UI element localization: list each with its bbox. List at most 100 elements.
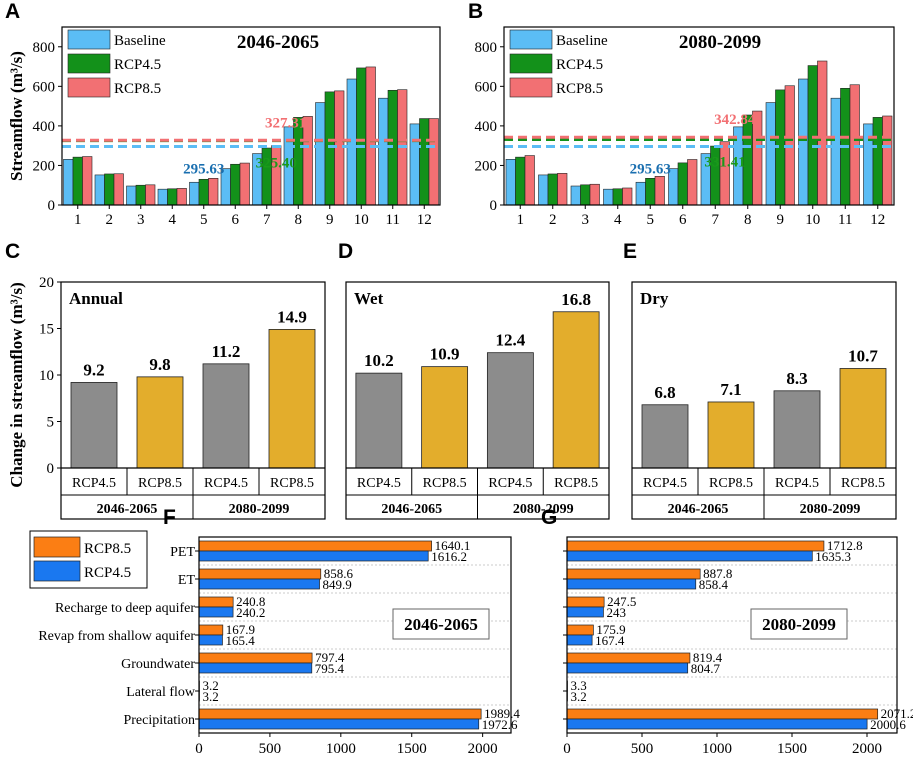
bar-baseline xyxy=(538,174,549,206)
legend-swatch xyxy=(33,560,81,582)
bar-value-label: 858.4 xyxy=(699,577,729,592)
panel-title: Dry xyxy=(640,289,669,308)
bar-rcp45 xyxy=(566,606,604,618)
bar-rcp45 xyxy=(566,550,813,562)
x-tick-label: 12 xyxy=(417,212,432,228)
bar-rcp45 xyxy=(872,117,883,206)
bar-rcp45 xyxy=(104,173,115,206)
bar-rcp85 xyxy=(239,162,250,206)
bar-value-label: 804.7 xyxy=(691,661,721,676)
bar-rcp85 xyxy=(268,329,316,469)
bar-rcp45 xyxy=(70,382,118,469)
x-tick-label: 1500 xyxy=(777,741,807,757)
bar-rcp85 xyxy=(198,540,432,552)
x-tick-label: 0 xyxy=(563,741,571,757)
x-tick-label: 4 xyxy=(169,212,177,228)
legend-label: RCP8.5 xyxy=(114,81,161,97)
bar-value-label: 1616.2 xyxy=(431,549,467,564)
bar-rcp85 xyxy=(557,173,568,206)
bar-rcp45 xyxy=(167,188,178,206)
y-tick-label: 600 xyxy=(33,79,56,95)
y-tick-label: 10 xyxy=(39,368,54,384)
bar-value-label: 849.9 xyxy=(323,577,352,592)
category-label: RCP4.5 xyxy=(643,476,687,491)
plot-frame xyxy=(198,536,512,734)
category-label: RCP8.5 xyxy=(423,476,467,491)
legend-swatch xyxy=(33,536,81,558)
bar-rcp85 xyxy=(719,141,730,206)
bar-rcp45 xyxy=(135,184,146,206)
y-tick-label: 400 xyxy=(33,119,56,135)
bar-rcp45 xyxy=(566,662,689,674)
group-label: 2080-2099 xyxy=(513,502,574,517)
bar-rcp45 xyxy=(612,188,623,206)
bar-rcp85 xyxy=(136,376,184,469)
bar-baseline xyxy=(189,181,200,206)
category-label: Groundwater xyxy=(121,657,195,672)
legend-swatch xyxy=(509,77,553,98)
bar-rcp45 xyxy=(198,718,480,730)
category-label: PET xyxy=(170,545,195,560)
bar-rcp45 xyxy=(566,578,697,590)
bar-value-label: 795.4 xyxy=(315,661,345,676)
category-label: RCP4.5 xyxy=(488,476,532,491)
bar-rcp85 xyxy=(622,187,633,206)
category-label: Recharge to deep aquifer xyxy=(55,601,195,616)
bar-rcp45 xyxy=(72,156,83,206)
bar-baseline xyxy=(830,97,841,206)
chart-title: 2046-2065 xyxy=(237,32,319,53)
legend-label: RCP4.5 xyxy=(556,57,603,73)
bar-baseline xyxy=(126,185,137,206)
bar-value-label: 167.4 xyxy=(595,633,625,648)
x-tick-label: 9 xyxy=(326,212,334,228)
bar-rcp85 xyxy=(882,115,893,206)
x-tick-label: 500 xyxy=(631,741,654,757)
bar-rcp85 xyxy=(687,159,698,206)
bar-rcp85 xyxy=(208,178,219,206)
bar-rcp85 xyxy=(198,652,313,664)
x-tick-label: 1000 xyxy=(702,741,732,757)
bar-value-label: 1972.6 xyxy=(482,717,518,732)
bar-baseline xyxy=(409,123,420,206)
x-tick-label: 5 xyxy=(200,212,208,228)
bar-value-label: 12.4 xyxy=(496,331,526,350)
plot-frame xyxy=(503,26,895,206)
x-tick-label: 10 xyxy=(354,212,369,228)
mean-label-rcp45: 331.41 xyxy=(704,154,745,170)
bar-rcp85 xyxy=(552,311,600,469)
bar-value-label: 10.7 xyxy=(848,346,878,365)
y-tick-label: 400 xyxy=(475,119,498,135)
x-tick-label: 8 xyxy=(744,212,752,228)
legend-swatch xyxy=(67,53,111,74)
bar-rcp45 xyxy=(419,118,430,206)
category-label: RCP8.5 xyxy=(138,476,182,491)
x-tick-label: 6 xyxy=(232,212,240,228)
bar-baseline xyxy=(603,188,614,206)
period-label: 2080-2099 xyxy=(762,615,836,634)
y-axis-label: Change in streamflow (m³/s) xyxy=(7,282,26,487)
bar-rcp45 xyxy=(198,178,209,206)
bar-rcp85 xyxy=(817,60,828,206)
category-label: RCP4.5 xyxy=(775,476,819,491)
bar-rcp45 xyxy=(198,550,429,562)
bar-value-label: 6.8 xyxy=(654,383,675,402)
period-label: 2046-2065 xyxy=(404,615,478,634)
bar-rcp85 xyxy=(198,596,234,608)
x-tick-label: 1000 xyxy=(326,741,356,757)
x-tick-label: 7 xyxy=(263,212,271,228)
y-tick-label: 200 xyxy=(475,158,498,174)
legend-label: RCP4.5 xyxy=(114,57,161,73)
y-tick-label: 15 xyxy=(39,322,54,338)
bar-rcp85 xyxy=(566,624,594,636)
x-tick-label: 3 xyxy=(582,212,590,228)
x-tick-label: 7 xyxy=(712,212,720,228)
bar-rcp45 xyxy=(773,390,821,469)
x-tick-label: 2 xyxy=(106,212,114,228)
bar-baseline xyxy=(157,188,168,206)
bar-value-label: 240.8 xyxy=(236,594,265,609)
bar-rcp85 xyxy=(566,652,691,664)
bar-rcp45 xyxy=(198,578,320,590)
panel-label-e: E xyxy=(623,240,638,263)
bar-baseline xyxy=(765,102,776,206)
